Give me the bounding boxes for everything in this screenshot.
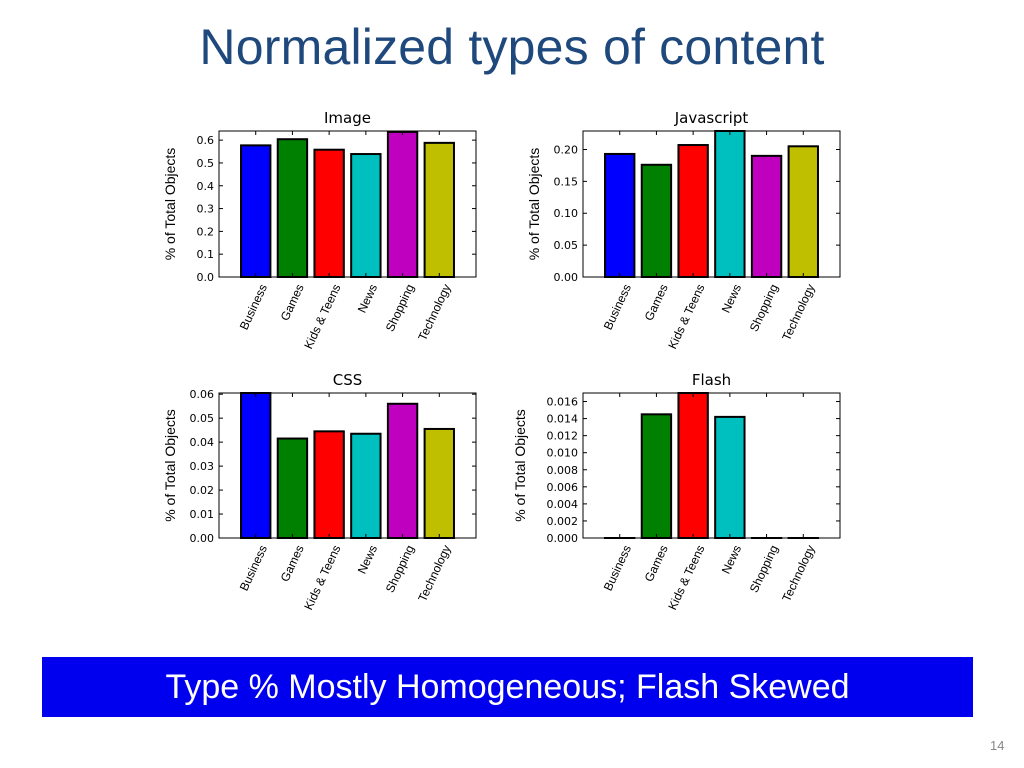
css-category-label: News	[355, 543, 380, 576]
javascript-ytick-label: 0.00	[554, 271, 579, 284]
css-category-label: Games	[278, 543, 307, 584]
css-bar-kids-teens	[313, 430, 345, 539]
javascript-category-label: Technology	[779, 282, 817, 343]
flash-category-label: Technology	[779, 543, 817, 604]
flash-chart-title: Flash	[692, 371, 731, 389]
page-number: 14	[990, 738, 1005, 753]
javascript-ytick-label: 0.20	[554, 143, 579, 156]
flash-ytick-label: 0.014	[547, 413, 579, 426]
javascript-category-label: Games	[642, 282, 671, 323]
css-bar-business	[240, 392, 272, 539]
image-ytick-label: 0.1	[197, 248, 215, 261]
image-bar-business	[240, 144, 272, 278]
image-category-label: Technology	[415, 282, 453, 343]
javascript-ytick-label: 0.05	[554, 239, 579, 252]
image-bar-technology	[423, 141, 455, 278]
image-category-label: Kids & Teens	[301, 282, 343, 351]
flash-ytick-label: 0.002	[547, 515, 579, 528]
flash-category-label: Business	[601, 543, 634, 593]
flash-ytick-label: 0.004	[547, 498, 579, 511]
javascript-ytick-label: 0.10	[554, 207, 579, 220]
flash-category-label: Games	[642, 543, 671, 584]
flash-bar-games	[640, 413, 673, 539]
image-ytick-label: 0.6	[197, 134, 215, 147]
image-bar-kids-teens	[313, 148, 345, 278]
javascript-category-label: Shopping	[747, 282, 781, 334]
image-ytick-label: 0.4	[197, 180, 215, 193]
css-ytick-label: 0.04	[190, 436, 215, 449]
image-y-axis-label: % of Total Objects	[162, 148, 178, 261]
javascript-chart-title: Javascript	[674, 109, 749, 127]
flash-bar-news	[714, 415, 746, 539]
css-category-label: Kids & Teens	[301, 543, 343, 612]
css-category-label: Business	[237, 543, 270, 593]
image-category-label: Games	[278, 282, 307, 323]
image-ytick-label: 0.5	[197, 157, 215, 170]
css-ytick-label: 0.01	[190, 508, 215, 521]
image-category-label: Business	[237, 282, 270, 332]
javascript-bar-technology	[787, 145, 819, 278]
javascript-bar-business	[604, 152, 636, 278]
javascript-y-axis-label: % of Total Objects	[526, 148, 542, 261]
css-category-label: Shopping	[383, 543, 417, 595]
flash-category-label: Kids & Teens	[665, 543, 707, 612]
flash-y-axis-label: % of Total Objects	[512, 409, 528, 522]
flash-ytick-label: 0.012	[547, 430, 579, 443]
flash-bar-kids-teens	[677, 392, 709, 539]
image-category-label: News	[355, 282, 380, 315]
image-bar-news	[350, 153, 382, 278]
css-category-label: Technology	[415, 543, 453, 604]
flash-ytick-label: 0.006	[547, 481, 579, 494]
image-bar-shopping	[386, 130, 419, 278]
image-ytick-label: 0.2	[197, 225, 215, 238]
javascript-bar-shopping	[750, 154, 783, 278]
javascript-bar-kids-teens	[677, 144, 709, 278]
image-category-label: Shopping	[383, 282, 417, 334]
flash-plot-frame	[582, 392, 841, 539]
flash-category-label: Shopping	[747, 543, 781, 595]
css-y-axis-label: % of Total Objects	[162, 409, 178, 522]
css-bar-games	[276, 437, 309, 540]
css-bar-shopping	[386, 402, 419, 539]
flash-ytick-label: 0.016	[547, 396, 579, 409]
javascript-category-label: News	[719, 282, 744, 315]
css-ytick-label: 0.06	[190, 388, 215, 401]
javascript-ytick-label: 0.15	[554, 175, 579, 188]
javascript-category-label: Kids & Teens	[665, 282, 707, 351]
css-ytick-label: 0.02	[190, 484, 215, 497]
flash-category-label: News	[719, 543, 744, 576]
image-plot-frame	[218, 130, 477, 278]
image-ytick-label: 0.3	[197, 203, 215, 216]
css-ytick-label: 0.03	[190, 460, 215, 473]
javascript-bar-news	[714, 130, 746, 278]
css-bar-technology	[423, 427, 455, 539]
css-ytick-label: 0.00	[190, 532, 215, 545]
flash-ytick-label: 0.010	[547, 447, 579, 460]
javascript-plot-frame	[582, 130, 841, 278]
css-bar-news	[350, 432, 382, 539]
flash-ytick-label: 0.008	[547, 464, 579, 477]
summary-banner: Type % Mostly Homogeneous; Flash Skewed	[42, 657, 973, 717]
javascript-bar-games	[640, 163, 673, 278]
flash-ytick-label: 0.000	[547, 532, 579, 545]
css-plot-frame	[218, 392, 477, 539]
css-ytick-label: 0.05	[190, 412, 215, 425]
css-chart-title: CSS	[333, 371, 363, 389]
image-chart-title: Image	[324, 109, 371, 127]
image-ytick-label: 0.0	[197, 271, 215, 284]
javascript-category-label: Business	[601, 282, 634, 332]
slide-title: Normalized types of content	[199, 19, 825, 75]
image-bar-games	[276, 138, 309, 278]
